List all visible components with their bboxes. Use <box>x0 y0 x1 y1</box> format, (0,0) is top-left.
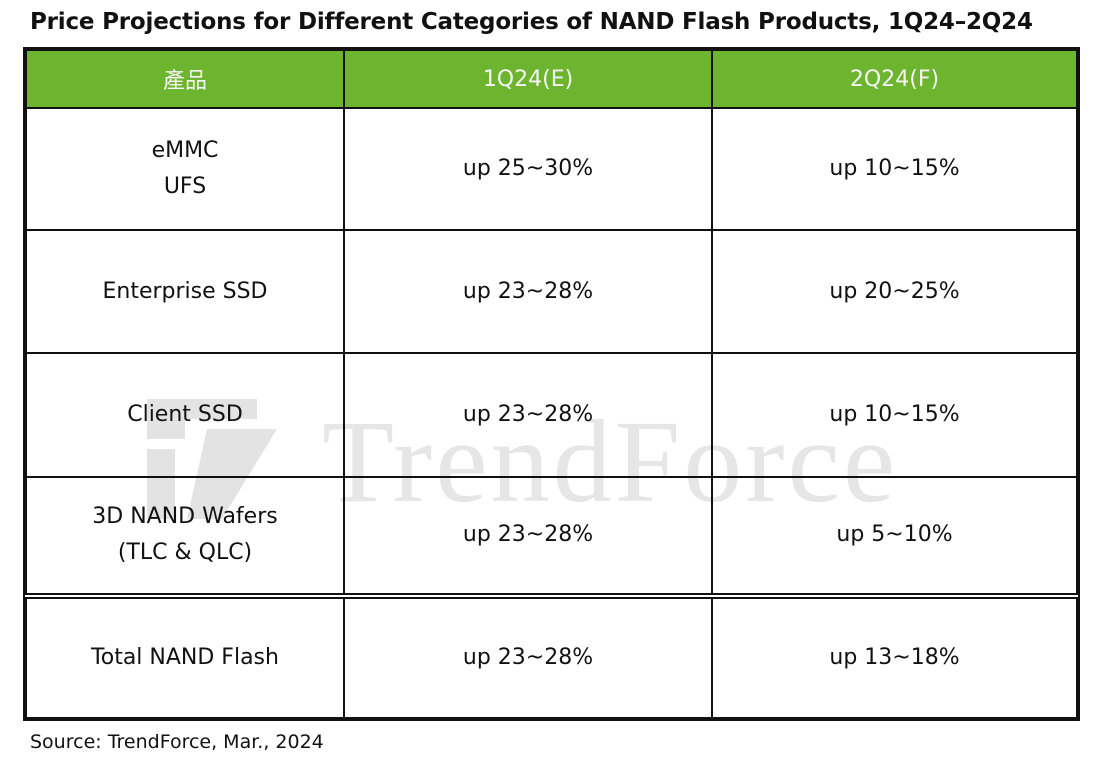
table-header-row: 產品 1Q24(E) 2Q24(F) <box>25 49 1078 109</box>
product-name-line: (TLC & QLC) <box>117 540 253 566</box>
product-cell: eMMC UFS <box>25 106 345 232</box>
q2-value-cell: up 13~18% <box>711 594 1078 720</box>
q1-value-cell: up 25~30% <box>343 106 713 232</box>
table-row: Client SSD up 23~28% up 10~15% <box>25 352 1078 478</box>
q1-value-cell: up 23~28% <box>343 475 713 599</box>
header-product: 產品 <box>25 49 345 109</box>
projection-table-container: TrendForce 產品 1Q24(E) 2Q24(F) eMMC UFS <box>23 47 1080 721</box>
q1-value-cell: up 23~28% <box>343 229 713 355</box>
product-name-line: Client SSD <box>127 401 243 427</box>
product-cell: Client SSD <box>25 352 345 478</box>
q2-value-cell: up 10~15% <box>711 352 1078 478</box>
price-projection-table: 產品 1Q24(E) 2Q24(F) eMMC UFS up 25~30% up… <box>25 49 1078 720</box>
product-name-line: 3D NAND Wafers <box>92 504 278 530</box>
source-note: Source: TrendForce, Mar., 2024 <box>30 731 324 753</box>
table-row: 3D NAND Wafers (TLC & QLC) up 23~28% up … <box>25 475 1078 599</box>
table-row: Enterprise SSD up 23~28% up 20~25% <box>25 229 1078 355</box>
page-title: Price Projections for Different Categori… <box>30 9 1033 35</box>
table-row: eMMC UFS up 25~30% up 10~15% <box>25 106 1078 232</box>
product-name-line: Enterprise SSD <box>102 278 268 304</box>
product-cell: Total NAND Flash <box>25 594 345 720</box>
product-name-line: eMMC <box>151 138 219 164</box>
q1-value-cell: up 23~28% <box>343 352 713 478</box>
q2-value-cell: up 20~25% <box>711 229 1078 355</box>
header-2q24: 2Q24(F) <box>711 49 1078 109</box>
q1-value-cell: up 23~28% <box>343 594 713 720</box>
table-row-total: Total NAND Flash up 23~28% up 13~18% <box>25 594 1078 720</box>
product-name-line: UFS <box>163 174 207 200</box>
q2-value-cell: up 10~15% <box>711 106 1078 232</box>
product-cell: Enterprise SSD <box>25 229 345 355</box>
product-cell: 3D NAND Wafers (TLC & QLC) <box>25 475 345 599</box>
q2-value-cell: up 5~10% <box>711 475 1078 599</box>
product-name-line: Total NAND Flash <box>91 644 279 670</box>
header-1q24: 1Q24(E) <box>343 49 713 109</box>
